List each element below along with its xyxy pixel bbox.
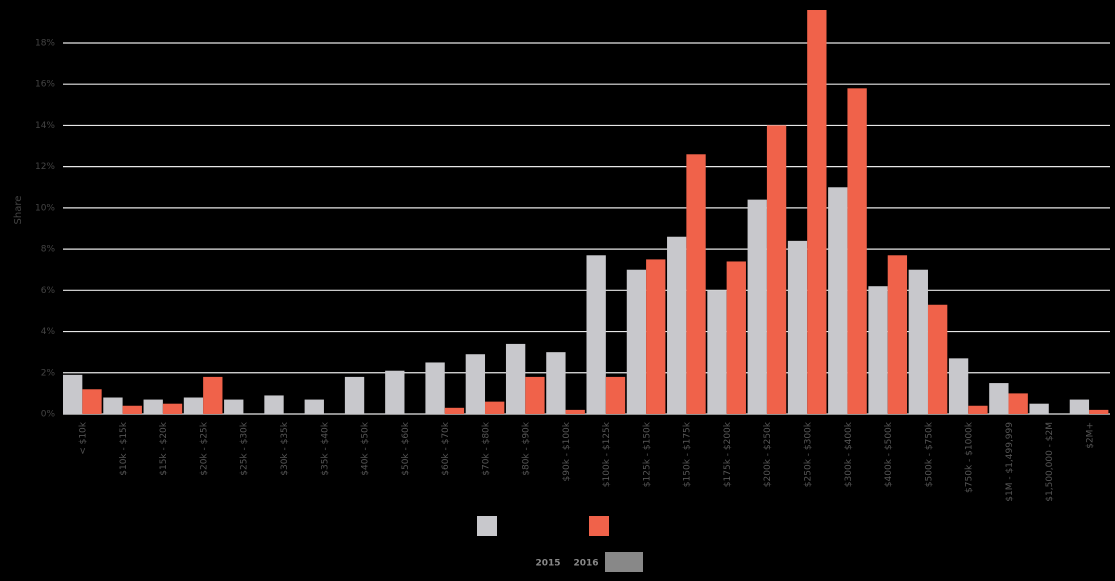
legend-swatch[interactable]: [477, 516, 497, 536]
bar: [646, 259, 666, 414]
bar: [847, 88, 867, 414]
bar: [122, 405, 142, 414]
bar: [626, 269, 647, 414]
x-tick-label: $2M+: [1085, 422, 1095, 449]
bar: [304, 399, 324, 414]
x-tick-label: $200k - $250k: [763, 421, 773, 487]
bar: [605, 376, 626, 414]
bar: [586, 255, 606, 414]
bar: [766, 125, 787, 414]
bar: [968, 405, 988, 414]
x-tick-label: $150k - $175k: [683, 421, 693, 487]
x-tick-label: $80k - $90k: [522, 421, 532, 476]
x-tick-label: $400k - $500k: [884, 421, 894, 487]
bar: [1029, 403, 1049, 414]
bar: [425, 362, 445, 414]
bar: [747, 199, 767, 414]
bar: [807, 10, 827, 414]
bar: [183, 397, 204, 414]
bar: [726, 261, 746, 414]
x-tick-label: $25k - $30k: [240, 421, 250, 476]
x-tick-label: $500k - $750k: [924, 421, 934, 487]
x-tick-label: < $10k: [79, 421, 89, 455]
x-tick-label: $70k - $80k: [481, 421, 491, 476]
x-tick-label: $20k - $25k: [199, 421, 209, 476]
x-tick-label: $30k - $35k: [280, 421, 290, 476]
x-tick-label: $175k - $200k: [723, 421, 733, 487]
x-tick-label: $750k - $1000k: [965, 421, 975, 493]
y-tick-label: 10%: [35, 203, 55, 213]
bar: [787, 240, 808, 414]
x-tick-label: $40k - $50k: [361, 421, 371, 476]
bar: [485, 401, 505, 414]
bar: [686, 154, 706, 415]
legend-swatch[interactable]: [589, 516, 609, 536]
bar: [203, 376, 223, 414]
bar: [1069, 399, 1090, 414]
bar: [264, 395, 284, 414]
x-tick-label: $250k - $300k: [803, 421, 813, 487]
bar: [828, 187, 848, 414]
x-tick-label: $35k - $40k: [320, 421, 330, 476]
bar: [908, 269, 928, 414]
bar: [927, 304, 948, 414]
y-tick-label: 16%: [35, 80, 55, 90]
y-tick-label: 2%: [41, 368, 56, 378]
x-tick-label: $300k - $400k: [844, 421, 854, 487]
bar: [63, 374, 83, 414]
y-tick-label: 4%: [41, 327, 56, 337]
bar: [989, 383, 1009, 414]
bar: [948, 358, 969, 414]
bar: [565, 409, 585, 414]
bar: [707, 290, 727, 414]
y-tick-label: 8%: [41, 245, 56, 255]
x-tick-label: $1M - $1,499,999: [1005, 422, 1015, 502]
bar: [505, 343, 526, 414]
x-tick-label: $10k - $15k: [119, 421, 129, 476]
x-tick-label: $125k - $150k: [642, 421, 652, 487]
bar: [887, 255, 908, 414]
bar: [103, 397, 123, 414]
bar: [444, 407, 465, 414]
y-tick-label: 12%: [35, 162, 55, 172]
y-tick-label: 14%: [35, 121, 55, 131]
bar: [82, 389, 102, 414]
x-tick-label: $15k - $20k: [159, 421, 169, 476]
x-tick-label: $100k - $125k: [602, 421, 612, 487]
x-tick-label: $90k - $100k: [562, 421, 572, 481]
bar: [525, 376, 545, 414]
x-tick-label: $1,500,000 - $2M: [1045, 422, 1055, 502]
bar: [868, 286, 888, 414]
bar: [344, 376, 365, 414]
bar: [1008, 393, 1028, 414]
x-tick-label: $50k - $60k: [401, 421, 411, 476]
year-label[interactable]: 2016: [573, 559, 598, 569]
timeline-slider[interactable]: [605, 552, 643, 572]
y-tick-label: 18%: [35, 38, 55, 48]
y-axis-label: Share: [13, 196, 24, 225]
bar: [385, 370, 405, 414]
bar: [667, 236, 687, 414]
bar: [143, 399, 163, 414]
y-tick-label: 6%: [41, 286, 56, 296]
bar: [1089, 409, 1109, 414]
bar: [224, 399, 244, 414]
bar: [546, 352, 566, 414]
y-tick-label: 0%: [41, 410, 56, 420]
bar: [162, 403, 183, 414]
bar: [465, 354, 486, 414]
year-label[interactable]: 2015: [535, 559, 560, 569]
x-tick-label: $60k - $70k: [441, 421, 451, 476]
